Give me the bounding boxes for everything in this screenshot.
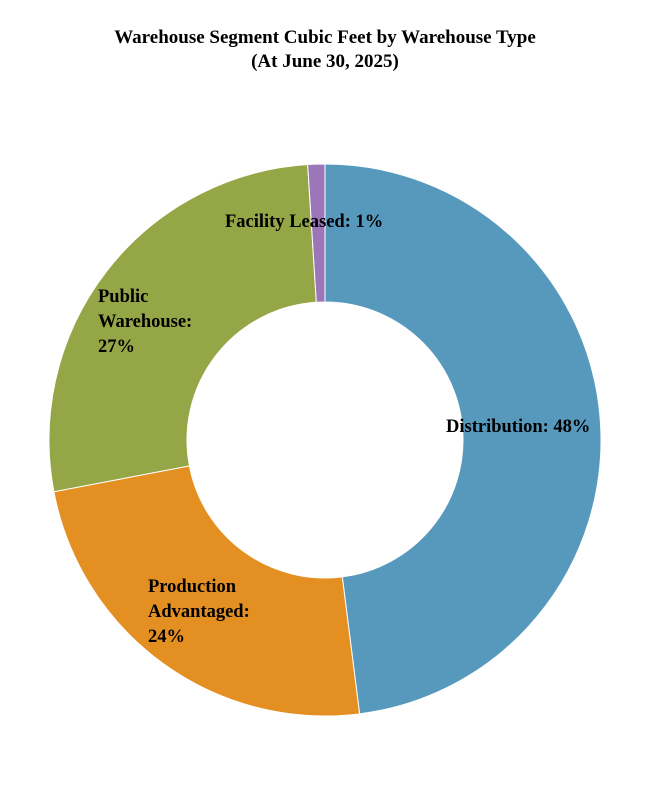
label-public-warehouse: Public Warehouse: 27% [98,287,192,357]
label-line: 27% [98,337,135,357]
label-line: 24% [148,627,185,647]
slice-public-warehouse [48,164,317,493]
label-production-advantaged: Production Advantaged: 24% [148,577,250,647]
chart-subtitle: (At June 30, 2025) [251,51,399,72]
slice-production-advantaged [53,465,361,717]
label-facility-leased: Facility Leased: 1% [225,212,383,232]
chart-title: Warehouse Segment Cubic Feet by Warehous… [114,27,536,48]
label-line: Production [148,577,237,597]
donut-slices [48,163,602,717]
donut-labels: Distribution: 48% Production Advantaged: 24… [98,212,590,647]
label-distribution: Distribution: 48% [446,417,590,437]
label-line: Advantaged: [148,602,250,622]
chart-title-block: Warehouse Segment Cubic Feet by Warehous… [0,26,650,74]
slice-distribution [324,163,602,715]
label-line: Distribution: 48% [446,417,590,437]
slice-facility-leased [307,163,326,303]
label-line: Facility Leased: 1% [225,212,383,232]
label-line: Warehouse: [98,312,192,332]
label-line: Public [98,287,148,307]
